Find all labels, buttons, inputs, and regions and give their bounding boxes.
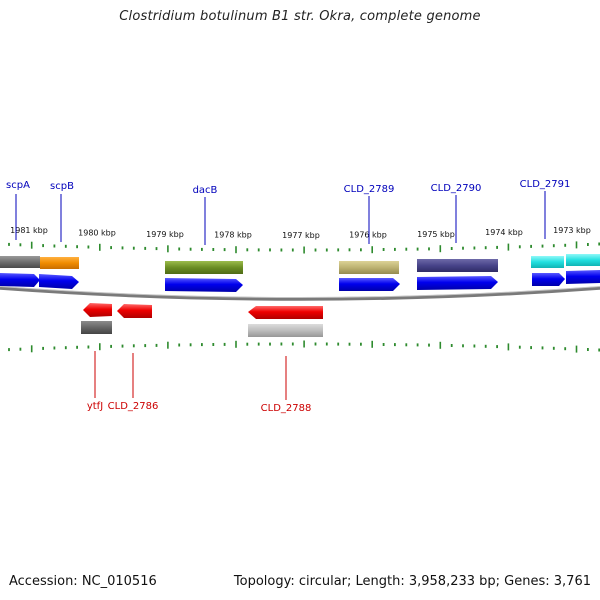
scale-label: 1978 kbp bbox=[214, 231, 252, 240]
cog-box[interactable] bbox=[40, 257, 79, 269]
cds-arrow[interactable] bbox=[39, 274, 79, 289]
reverse-gene-labels: ytfJ CLD_2786 CLD_2788 bbox=[87, 401, 312, 414]
cds-arrow[interactable] bbox=[0, 273, 40, 287]
scale-label: 1981 kbp bbox=[10, 226, 48, 235]
gene-label[interactable]: scpB bbox=[50, 181, 74, 192]
gene-label[interactable]: CLD_2786 bbox=[108, 401, 159, 412]
gene-label[interactable]: CLD_2788 bbox=[261, 403, 312, 414]
kbp-scale: 1981 kbp 1980 kbp 1979 kbp 1978 kbp 1977 kbp… bbox=[10, 226, 591, 240]
scale-label: 1979 kbp bbox=[146, 230, 184, 239]
forward-tick-row bbox=[8, 241, 600, 254]
cog-box[interactable] bbox=[0, 256, 40, 268]
reverse-cog-row bbox=[81, 321, 323, 337]
topology-label: Topology: circular; Length: 3,958,233 bp… bbox=[233, 574, 591, 589]
gene-label[interactable]: scpA bbox=[6, 180, 30, 191]
forward-gene-labels: scpA scpB dacB CLD_2789 CLD_2790 CLD_279… bbox=[6, 179, 570, 196]
cog-box[interactable] bbox=[417, 259, 498, 272]
cds-arrow[interactable] bbox=[532, 273, 565, 286]
cog-box[interactable] bbox=[81, 321, 112, 334]
reverse-cds-row bbox=[83, 303, 323, 319]
gene-label[interactable]: dacB bbox=[193, 185, 218, 196]
gene-label[interactable]: ytfJ bbox=[87, 401, 103, 412]
cog-box[interactable] bbox=[339, 261, 399, 274]
scale-label: 1975 kbp bbox=[417, 230, 455, 239]
scale-label: 1974 kbp bbox=[485, 228, 523, 237]
scale-label: 1976 kbp bbox=[349, 231, 387, 240]
cds-arrow[interactable] bbox=[248, 306, 323, 319]
gene-label[interactable]: CLD_2789 bbox=[344, 184, 395, 195]
cds-arrow[interactable] bbox=[165, 278, 243, 292]
scale-label: 1980 kbp bbox=[78, 228, 116, 237]
genome-backbone bbox=[0, 286, 600, 301]
cds-arrow[interactable] bbox=[339, 278, 400, 291]
cds-arrow[interactable] bbox=[83, 303, 112, 317]
reverse-tick-row bbox=[8, 340, 600, 353]
gene-leader-lines bbox=[15, 191, 546, 400]
map-title: Clostridium botulinum B1 str. Okra, comp… bbox=[119, 9, 481, 24]
cds-arrow[interactable] bbox=[117, 304, 152, 318]
scale-label: 1977 kbp bbox=[282, 231, 320, 240]
gene-label[interactable]: CLD_2790 bbox=[431, 183, 482, 194]
forward-cog-row bbox=[0, 254, 600, 274]
cds-arrow[interactable] bbox=[417, 276, 498, 290]
cog-box[interactable] bbox=[566, 254, 600, 266]
cds-arrow[interactable] bbox=[566, 270, 600, 284]
accession-label: Accession: NC_010516 bbox=[9, 574, 157, 589]
cog-box[interactable] bbox=[531, 256, 564, 268]
cog-box[interactable] bbox=[165, 261, 243, 274]
cog-box[interactable] bbox=[248, 324, 323, 337]
forward-cds-row bbox=[0, 270, 600, 292]
genome-backbone-highlight bbox=[0, 286, 600, 298]
scale-label: 1973 kbp bbox=[553, 226, 591, 235]
gene-label[interactable]: CLD_2791 bbox=[520, 179, 571, 190]
